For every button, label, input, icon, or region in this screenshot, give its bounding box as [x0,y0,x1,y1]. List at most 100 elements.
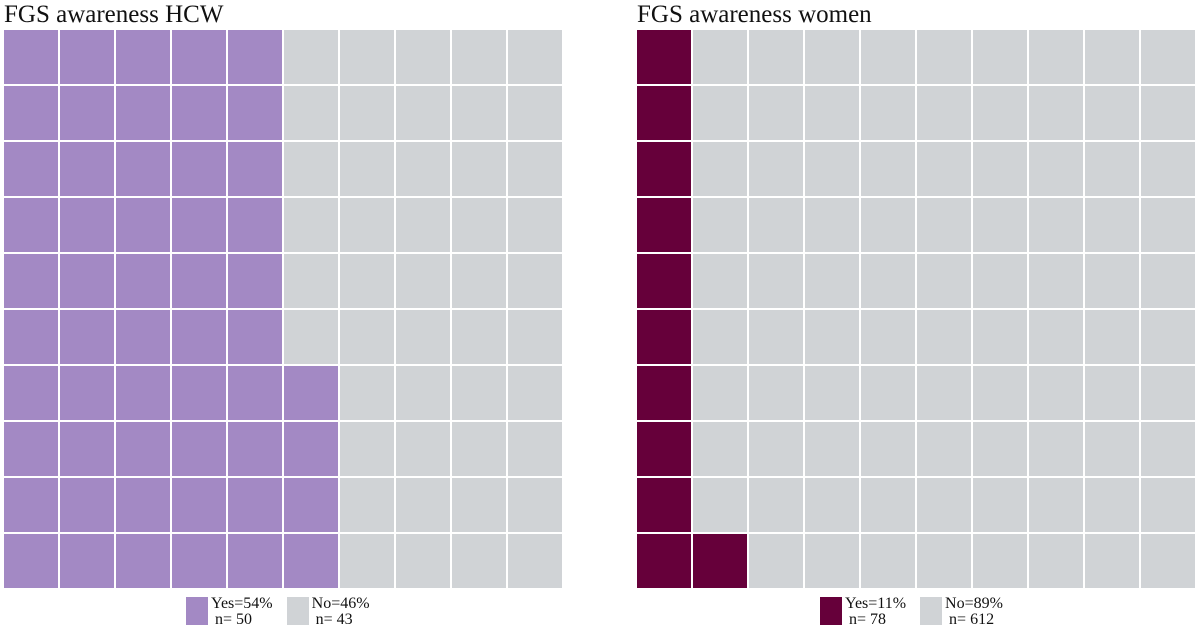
waffle-cell-no [861,86,915,140]
waffle-cell-yes [116,254,170,308]
waffle-cell-no [1029,534,1083,588]
legend-swatch-yes [820,597,842,625]
waffle-cell-yes [172,534,226,588]
waffle-cell-yes [637,366,691,420]
waffle-cell-no [1141,86,1195,140]
waffle-cell-yes [116,366,170,420]
waffle-cell-no [693,142,747,196]
chart-title-women: FGS awareness women [637,1,872,28]
chart-title-hcw: FGS awareness HCW [4,1,224,28]
waffle-cell-no [1085,142,1139,196]
legend-hcw: Yes=54% n= 50 No=46% n= 43 [186,596,378,628]
waffle-cell-yes [637,254,691,308]
waffle-cell-no [1029,478,1083,532]
waffle-cell-no [284,142,338,196]
waffle-cell-no [805,422,859,476]
waffle-cell-no [749,422,803,476]
waffle-cell-no [1141,30,1195,84]
waffle-cell-no [973,142,1027,196]
waffle-cell-no [1085,310,1139,364]
waffle-cell-no [749,142,803,196]
waffle-cell-no [973,534,1027,588]
legend-label: No=89% [945,595,1003,612]
waffle-cell-no [805,198,859,252]
waffle-cell-yes [4,310,58,364]
waffle-cell-no [396,534,450,588]
waffle-cell-yes [637,86,691,140]
waffle-cell-yes [4,198,58,252]
waffle-cell-yes [172,86,226,140]
waffle-cell-no [693,422,747,476]
waffle-cell-no [452,254,506,308]
waffle-cell-no [340,310,394,364]
waffle-cell-no [917,254,971,308]
waffle-cell-yes [228,366,282,420]
waffle-cell-no [340,254,394,308]
waffle-cell-no [973,478,1027,532]
waffle-cell-no [1085,478,1139,532]
waffle-cell-yes [172,422,226,476]
waffle-cell-yes [116,534,170,588]
legend-n: n= 43 [315,611,353,628]
waffle-cell-no [1029,310,1083,364]
waffle-cell-no [805,534,859,588]
waffle-cell-yes [172,30,226,84]
waffle-cell-yes [60,198,114,252]
waffle-cell-no [861,310,915,364]
waffle-cell-no [284,254,338,308]
waffle-cell-no [973,366,1027,420]
waffle-cell-yes [4,254,58,308]
waffle-cell-yes [60,30,114,84]
waffle-cell-no [452,30,506,84]
waffle-cell-no [340,142,394,196]
legend-item-yes: Yes=54% n= 50 [186,596,273,628]
waffle-cell-no [861,142,915,196]
waffle-cell-yes [228,534,282,588]
waffle-cell-no [1029,366,1083,420]
waffle-cell-no [1141,478,1195,532]
waffle-cell-no [396,366,450,420]
waffle-cell-no [861,30,915,84]
waffle-cell-no [508,30,562,84]
waffle-cell-no [508,142,562,196]
waffle-cell-no [749,310,803,364]
waffle-cell-yes [60,422,114,476]
waffle-cell-yes [284,534,338,588]
waffle-cell-yes [228,86,282,140]
waffle-cell-yes [172,478,226,532]
waffle-cell-yes [60,366,114,420]
waffle-cell-no [452,478,506,532]
waffle-cell-yes [637,310,691,364]
waffle-cell-no [452,86,506,140]
waffle-cell-no [973,198,1027,252]
waffle-cell-yes [4,534,58,588]
waffle-cell-yes [60,142,114,196]
legend-n: n= 78 [849,611,887,628]
waffle-cell-no [749,30,803,84]
waffle-cell-no [1085,86,1139,140]
waffle-cell-yes [60,254,114,308]
waffle-cell-yes [228,310,282,364]
waffle-cell-no [1029,422,1083,476]
waffle-cell-yes [4,422,58,476]
waffle-cell-no [452,534,506,588]
waffle-cell-no [1141,366,1195,420]
waffle-cell-no [1141,142,1195,196]
waffle-cell-no [693,310,747,364]
waffle-cell-no [861,534,915,588]
waffle-cell-no [1141,534,1195,588]
waffle-cell-no [917,310,971,364]
waffle-cell-no [508,534,562,588]
waffle-cell-no [749,478,803,532]
waffle-cell-no [1141,254,1195,308]
waffle-cell-yes [4,478,58,532]
legend-label: Yes=54% [211,595,273,612]
waffle-cell-no [805,254,859,308]
waffle-cell-yes [228,142,282,196]
waffle-cell-yes [60,534,114,588]
waffle-cell-no [805,310,859,364]
waffle-cell-no [1029,142,1083,196]
waffle-cell-no [1029,86,1083,140]
waffle-cell-no [452,310,506,364]
